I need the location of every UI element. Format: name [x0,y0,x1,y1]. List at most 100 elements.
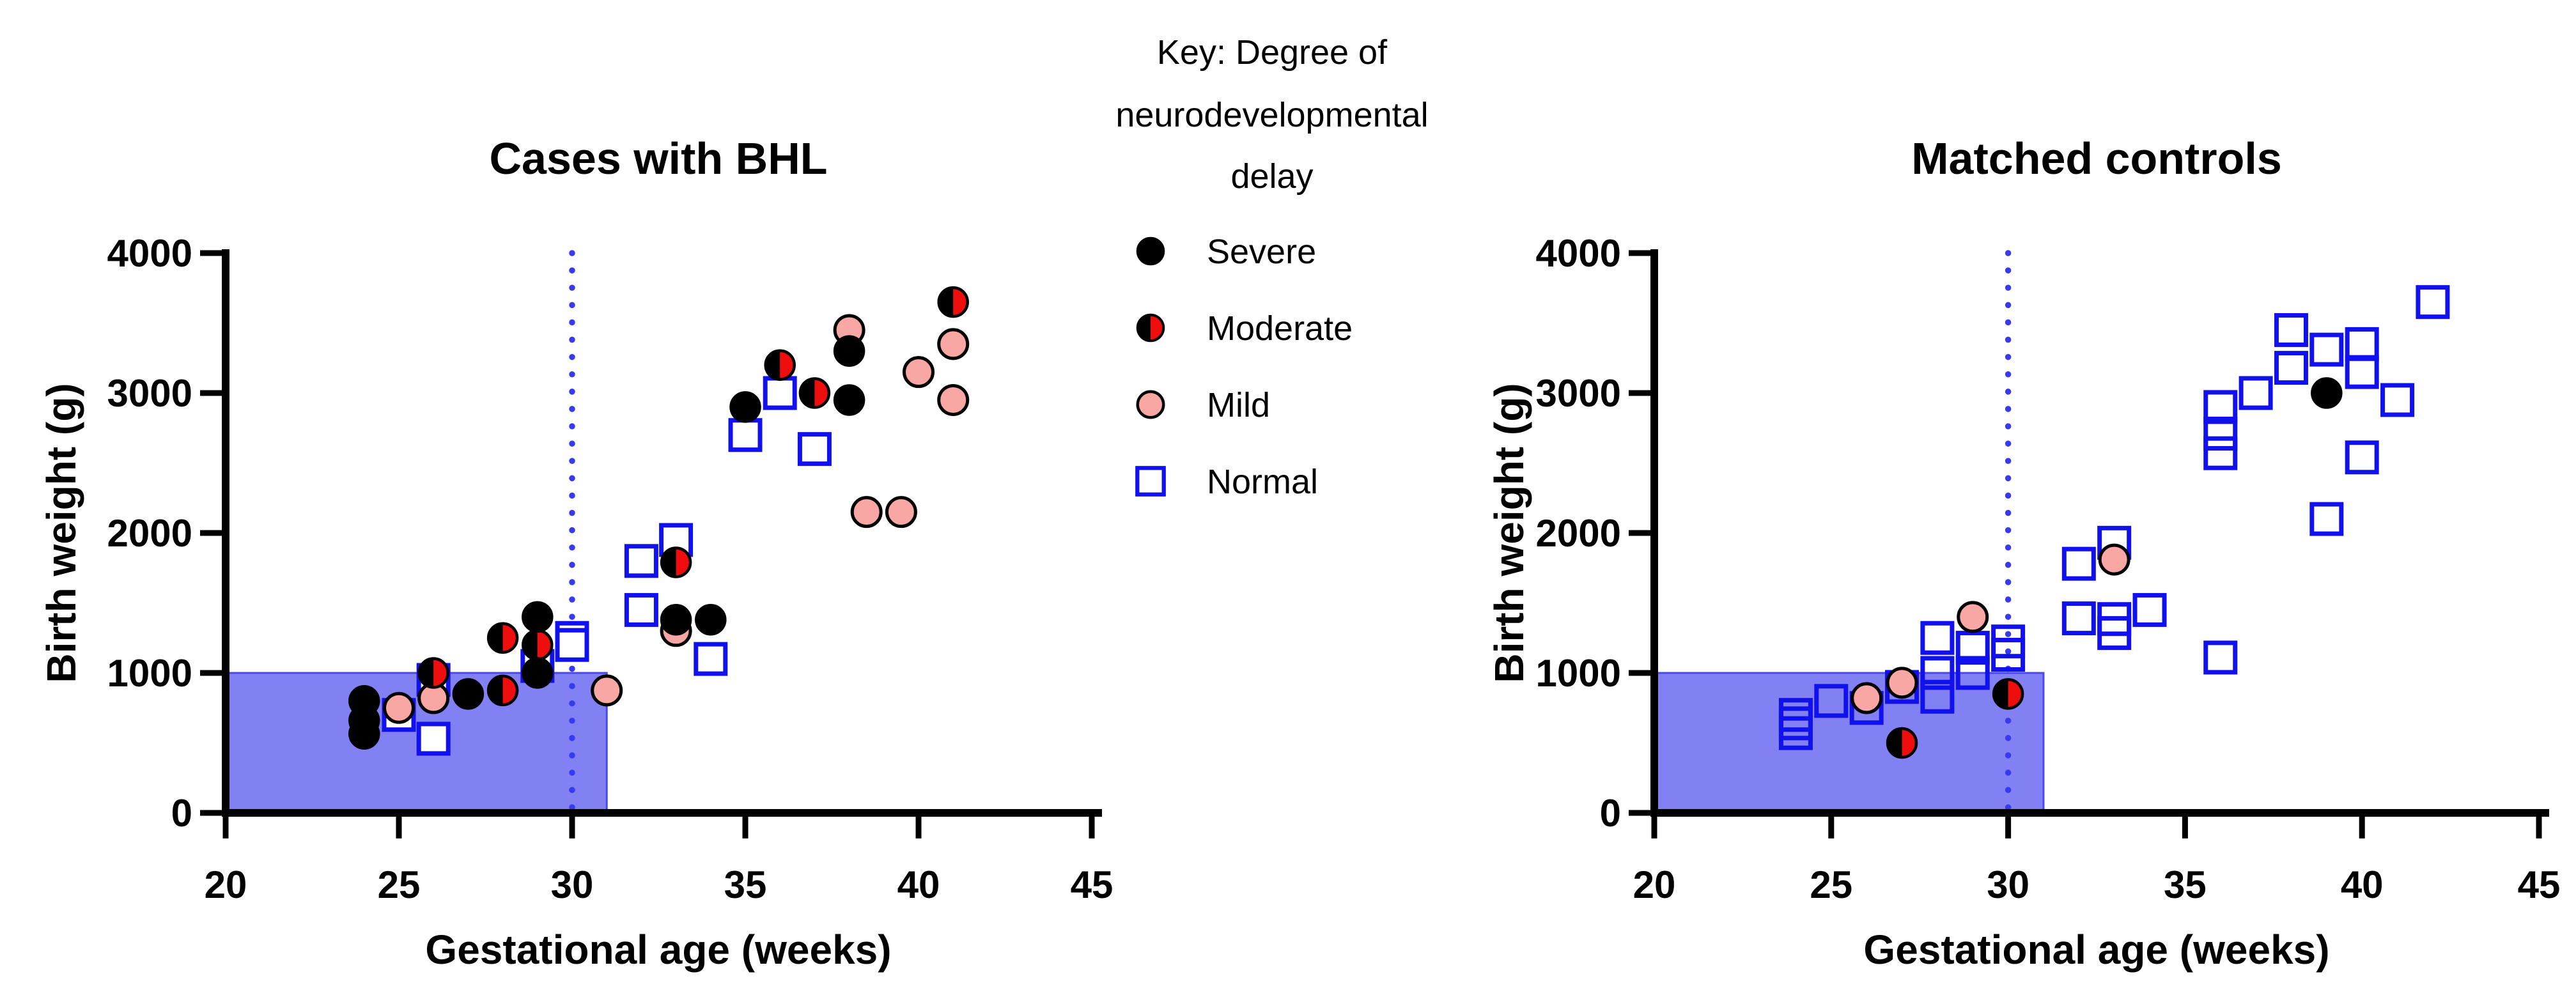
y-tick-label: 4000 [107,232,192,275]
x-tick-label: 25 [1810,863,1852,906]
y-tick-label: 3000 [1536,372,1621,415]
marker-normal-icon [2061,601,2096,636]
y-tick-label: 2000 [1536,512,1621,555]
marker-normal-icon [2309,502,2344,536]
y-tick-label: 0 [1600,792,1621,835]
marker-mild-icon [937,328,970,360]
plot-cases-with-bhl: 20 25 30 35 40 45 0 1000 2000 3000 4000 Cases with… [38,134,1113,973]
marker-normal-icon [2203,640,2238,675]
legend-label-moderate: Moderate [1207,309,1353,348]
marker-normal-icon [2274,313,2308,347]
marker-normal-icon [1814,684,1849,718]
moderate-outline [1886,727,1918,759]
plot-matched-controls: 20 25 30 35 40 45 0 1000 2000 3000 4000 Matched co… [1486,134,2560,973]
marker-severe-icon [833,335,865,367]
y-axis-label: Birth weight (g) [1486,383,1532,683]
moderate-red-half [953,288,968,317]
legend: Key: Degree of neurodevelopmental delay … [1115,33,1428,501]
legend-entry-moderate: Moderate [1136,309,1353,348]
x-tick-label: 40 [897,863,940,906]
marker-severe-icon [660,604,692,636]
marker-moderate-icon [660,546,692,578]
marker-normal-icon [2203,390,2238,424]
marker-normal-icon [2345,355,2379,389]
marker-severe-icon [729,391,761,423]
marker-normal-icon [2203,436,2238,470]
y-tick-label: 4000 [1536,232,1621,275]
marker-moderate-icon [1992,678,2024,710]
legend-label-severe: Severe [1207,233,1316,271]
marker-moderate-icon [417,657,449,689]
moderate-red-half [537,630,552,660]
marker-mild-icon [903,356,935,389]
moderate-red-half [780,350,795,380]
marker-normal-icon [1991,638,2026,672]
moderate-outline [764,349,796,381]
moderate-outline [1136,313,1165,343]
marker-severe-icon [2311,377,2343,409]
marker-mild-icon [1851,682,1883,714]
marker-severe-icon [522,657,554,689]
legend-label-normal: Normal [1207,463,1318,501]
moderate-outline [417,657,449,689]
marker-normal-icon [2416,285,2450,320]
plot-data-points [348,286,970,756]
moderate-outline [486,674,519,707]
moderate-red-half [502,675,518,705]
moderate-red-half [1151,314,1164,341]
marker-moderate-icon [1886,727,1918,759]
marker-severe-icon [833,384,865,416]
x-tick-label: 45 [1071,863,1113,906]
legend-entry-severe: Severe [1136,233,1316,271]
marker-moderate-icon [937,286,969,318]
marker-normal-icon [555,628,589,662]
marker-mild-icon [2098,543,2130,576]
marker-normal-icon [2274,351,2308,385]
marker-moderate-icon [522,629,554,661]
moderate-red-half [2008,679,2023,709]
marker-severe-icon [522,601,554,633]
marker-normal-icon [1920,679,1955,714]
moderate-outline [798,377,831,409]
plot-background-annotations [224,250,608,816]
y-tick-label: 1000 [107,652,192,695]
marker-mild-icon [1957,601,1989,633]
marker-normal-icon [2309,332,2344,367]
x-tick-label: 35 [2164,863,2207,906]
y-tick-label: 2000 [107,512,192,555]
x-tick-label: 30 [1987,863,2029,906]
x-tick-label: 25 [378,863,421,906]
marker-normal-icon [728,418,763,452]
marker-severe-icon [1136,236,1165,266]
legend-title-line-2: neurodevelopmental [1115,96,1428,134]
x-axis-label: Gestational age (weeks) [425,927,891,973]
moderate-red-half [676,548,691,577]
marker-normal-icon [1778,716,1813,750]
plot-background-annotations [1653,250,2045,816]
moderate-outline [486,622,519,654]
x-tick-label: 40 [2341,863,2384,906]
moderate-red-half [502,623,518,652]
x-tick-label: 30 [551,863,594,906]
x-tick-label: 35 [724,863,767,906]
marker-moderate-icon [1136,313,1165,343]
marker-normal-icon [1955,656,1990,690]
shaded-region-below-1000g [1653,672,2045,814]
marker-normal-icon [2380,383,2415,417]
marker-normal-icon [2061,546,2096,581]
marker-normal-icon [1135,466,1166,497]
moderate-outline [1992,678,2024,710]
x-tick-label: 20 [205,863,247,906]
legend-title-line-1: Key: Degree of [1157,33,1388,72]
shaded-region-below-1000g [224,672,608,814]
plot-data-points [1778,285,2450,759]
marker-normal-icon [624,592,658,627]
legend-entry-mild: Mild [1136,386,1270,424]
marker-normal-icon [1920,656,1955,690]
marker-moderate-icon [486,674,519,707]
marker-mild-icon [591,674,623,707]
moderate-red-half [1902,729,1917,757]
moderate-red-half [814,378,829,408]
marker-severe-icon [695,604,727,636]
